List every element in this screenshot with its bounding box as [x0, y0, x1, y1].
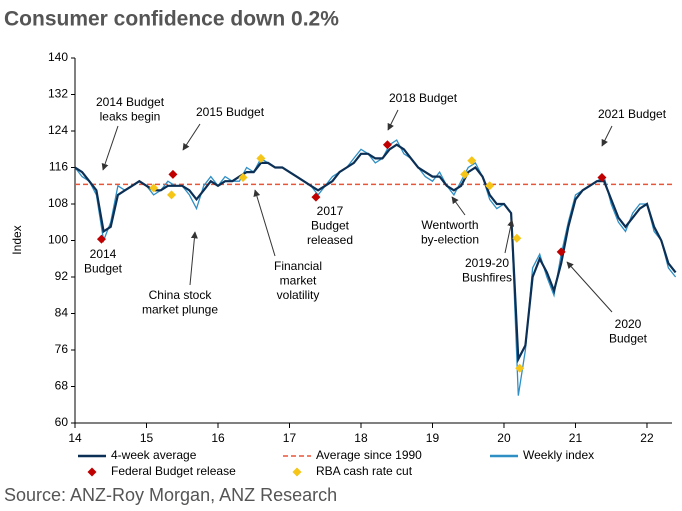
marker [597, 173, 607, 183]
annotation: China stock [149, 288, 213, 302]
x-tick-label: 14 [68, 431, 82, 445]
marker [485, 181, 495, 191]
y-tick-label: 124 [48, 123, 68, 137]
y-tick-label: 92 [55, 269, 69, 283]
annotation: leaks begin [100, 110, 161, 124]
y-tick-label: 76 [55, 342, 69, 356]
annotation-arrow [504, 219, 515, 254]
annotation: Budget [311, 219, 350, 233]
annotation-arrow [566, 261, 613, 313]
annotation: market [280, 274, 317, 288]
annotation: 2017 [317, 204, 344, 218]
annotation: 2019-20 [465, 256, 509, 270]
annotation: 2014 Budget [96, 95, 165, 109]
y-tick-label: 100 [48, 233, 68, 247]
annotation: by-election [421, 233, 479, 247]
marker [311, 192, 321, 202]
x-tick-label: 20 [497, 431, 511, 445]
legend-swatch [87, 467, 97, 477]
annotation: Financial [274, 259, 322, 273]
y-tick-label: 68 [55, 379, 69, 393]
legend-swatch [292, 467, 302, 477]
annotation: 2021 Budget [598, 107, 667, 121]
x-tick-label: 17 [283, 431, 297, 445]
series-line [74, 143, 677, 364]
y-tick-label: 140 [48, 50, 68, 64]
x-tick-label: 19 [426, 431, 440, 445]
legend-label: Federal Budget release [111, 464, 236, 478]
annotation-arrow [387, 109, 399, 131]
source: Source: ANZ-Roy Morgan, ANZ Research [4, 485, 337, 505]
chart-title: Consumer confidence down 0.2% [4, 8, 339, 31]
x-tick-label: 16 [211, 431, 225, 445]
annotation: 2018 Budget [389, 91, 458, 105]
annotation-arrow [101, 125, 119, 171]
annotation: 2014 [90, 247, 117, 261]
y-tick-label: 60 [55, 415, 69, 429]
marker [168, 169, 178, 179]
marker [467, 156, 477, 166]
legend-label: 4-week average [111, 448, 197, 462]
annotation-arrow [253, 189, 276, 257]
x-tick-label: 15 [140, 431, 154, 445]
annotation: Budget [84, 262, 123, 276]
annotation: Bushfires [462, 271, 512, 285]
y-axis-label: Index [10, 225, 24, 254]
x-tick-label: 22 [640, 431, 654, 445]
annotation: released [307, 233, 353, 247]
legend-label: Average since 1990 [316, 448, 422, 462]
annotation: Budget [609, 332, 648, 346]
annotation-arrow [601, 125, 613, 147]
marker [238, 173, 248, 183]
x-tick-label: 18 [354, 431, 368, 445]
y-tick-label: 84 [55, 306, 69, 320]
marker [515, 363, 525, 373]
marker [256, 153, 266, 163]
annotation: 2015 Budget [196, 105, 265, 119]
marker [512, 233, 522, 243]
y-tick-label: 132 [48, 87, 68, 101]
legend-label: Weekly index [523, 448, 594, 462]
x-tick-label: 21 [569, 431, 583, 445]
annotation: volatility [277, 288, 320, 302]
marker [167, 190, 177, 200]
marker [460, 169, 470, 179]
annotation: Wentworth [421, 218, 478, 232]
marker [556, 247, 566, 257]
annotation-arrow [182, 123, 201, 151]
legend-label: RBA cash rate cut [316, 464, 413, 478]
series-line [74, 139, 677, 396]
annotation-arrow [189, 231, 198, 286]
marker [382, 140, 392, 150]
marker [96, 234, 106, 244]
y-tick-label: 116 [49, 160, 68, 174]
y-tick-label: 108 [48, 196, 68, 210]
annotation: market plunge [142, 303, 218, 317]
annotation-arrow [451, 196, 466, 216]
marker [149, 183, 159, 193]
annotation: 2020 [615, 317, 642, 331]
